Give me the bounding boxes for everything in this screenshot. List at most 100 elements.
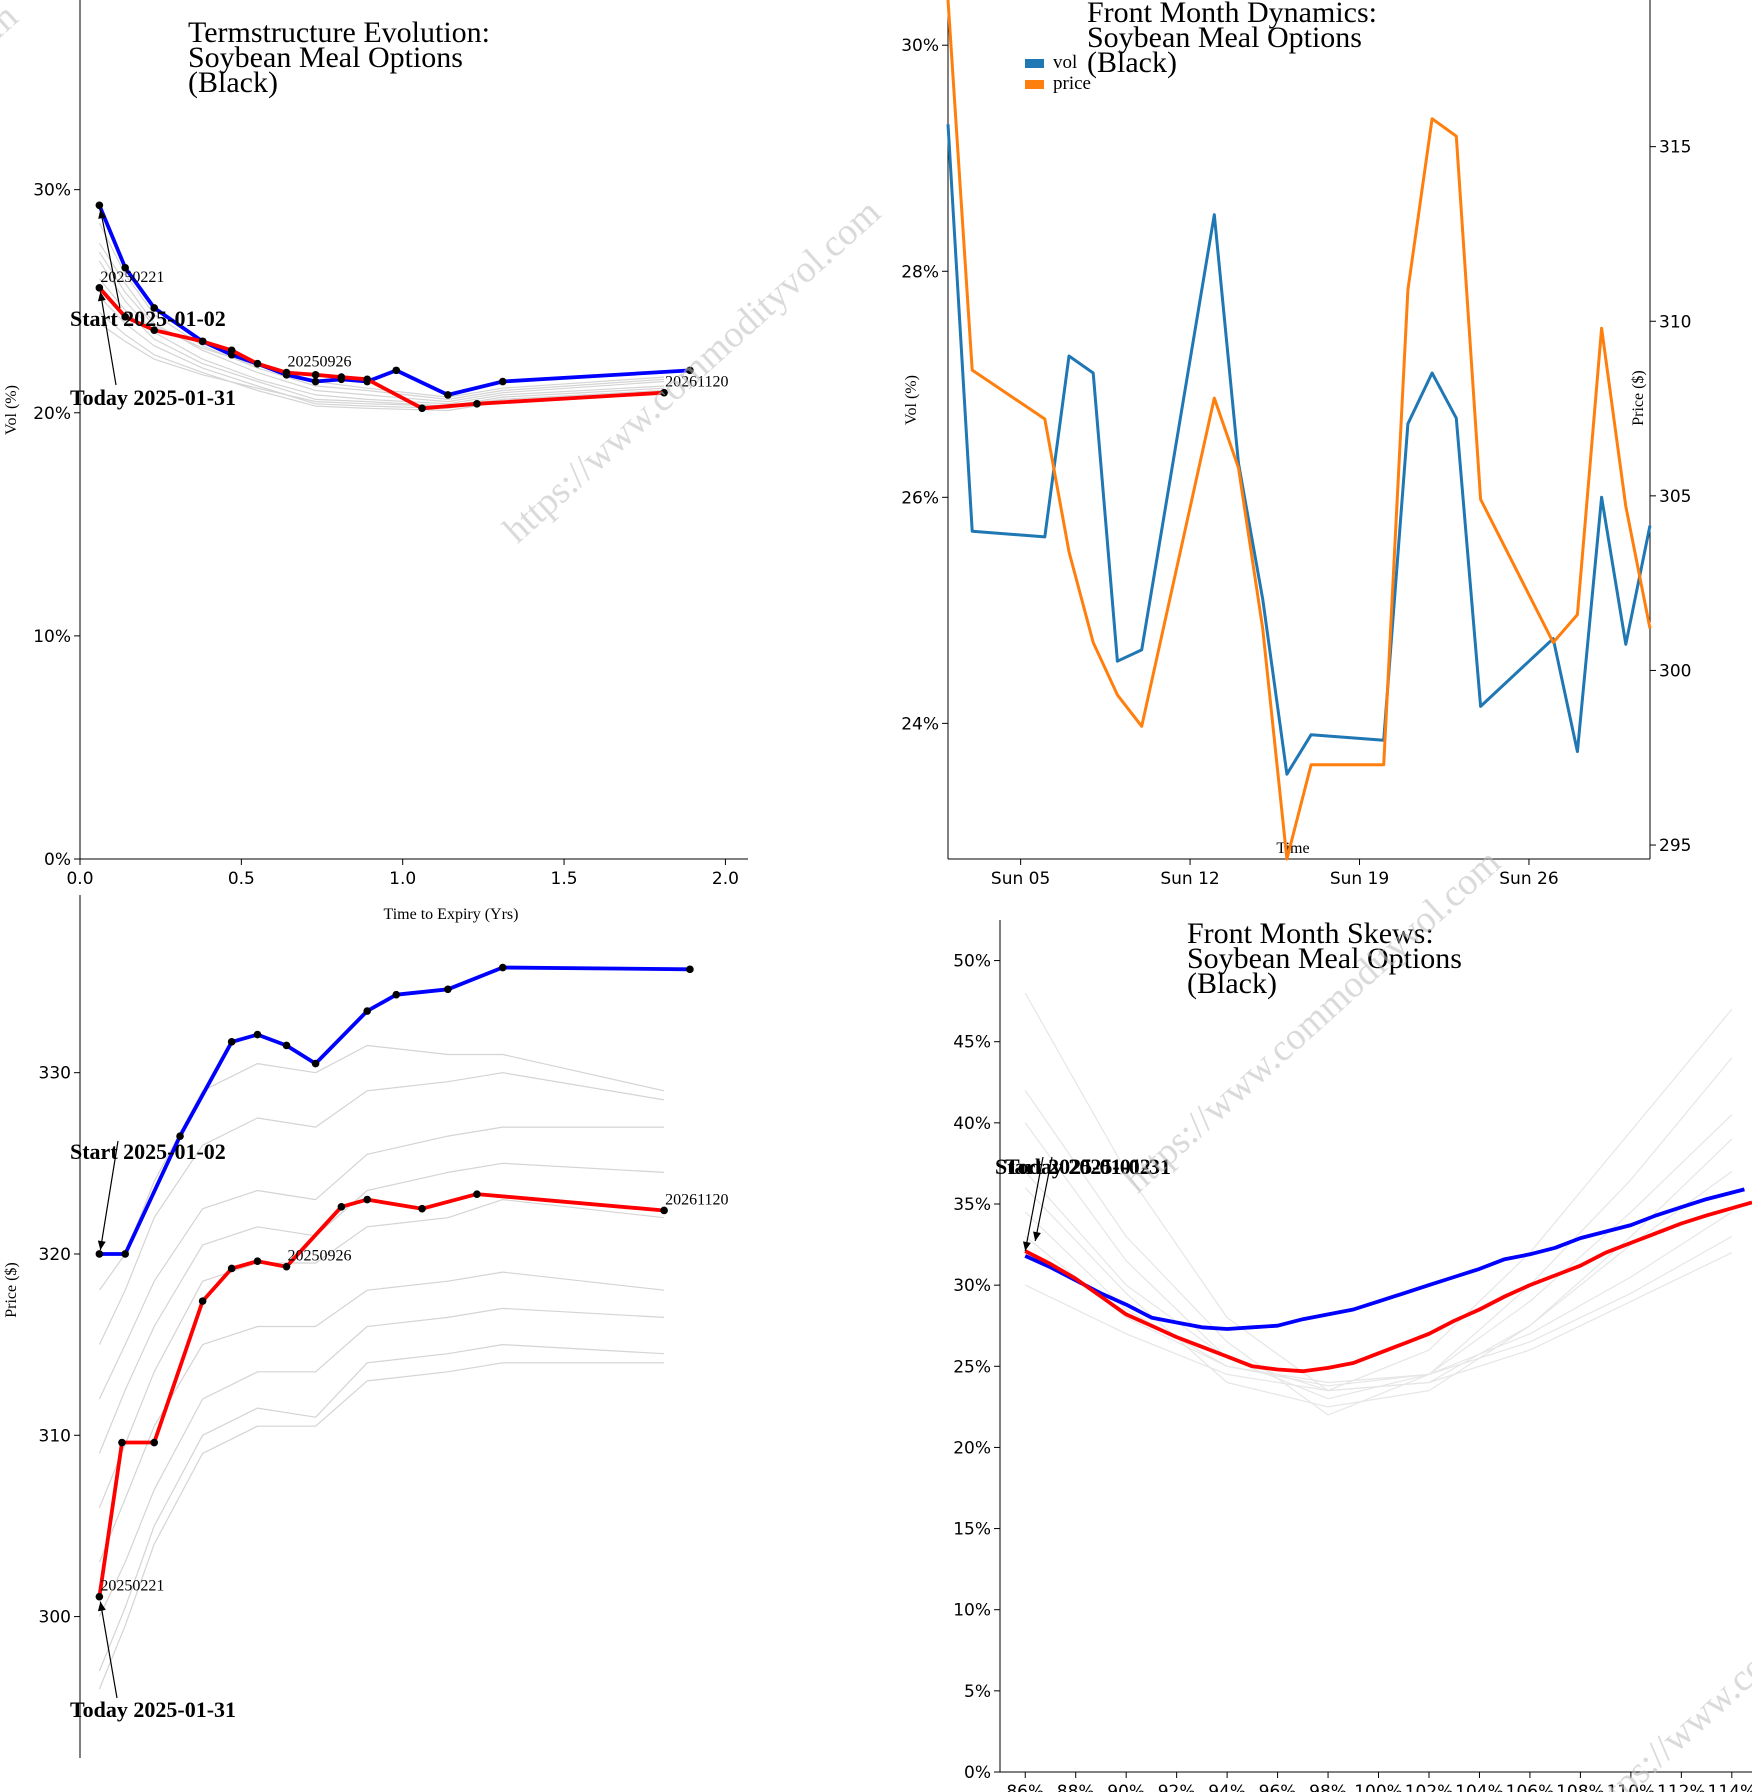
chart-title-line: Termstructure Evolution: (188, 16, 490, 49)
data-point (95, 1592, 104, 1601)
data-point (282, 368, 291, 377)
x-tick-label: 110% (1607, 1782, 1656, 1792)
y-tick-label: 320 (39, 1245, 71, 1265)
chart-termstructure: 0% 10% 20% 30% 0.0 0.5 1.0 1.5 2.0 Time to Expiry… (3, 0, 748, 923)
x-tick-label: 94% (1208, 1782, 1246, 1792)
point-label: 20250926 (288, 354, 352, 371)
history-line (98, 1344, 665, 1672)
legend-label: vol (1053, 52, 1077, 73)
history-line (1024, 992, 1733, 1392)
data-point (198, 337, 207, 346)
y-tick-label: 310 (39, 1426, 71, 1446)
series-line-start (97, 204, 691, 397)
chart-skews: 0% 5% 10% 15% 20% 25% 30% 35% 40% 45% 50% 86% 88% 90%… (953, 917, 1752, 1792)
x-tick-label: 88% (1057, 1782, 1095, 1792)
y-tick-label: 30% (901, 36, 939, 56)
x-tick-label: 104% (1455, 1782, 1504, 1792)
annotation-arrow (1024, 1156, 1044, 1252)
x-tick-label: Sun 05 (991, 869, 1050, 889)
x-tick-label: 92% (1158, 1782, 1196, 1792)
data-point (337, 373, 346, 381)
x-tick-label: 114% (1708, 1782, 1752, 1792)
chart-price_termstructure: 300 310 320 330 Price ($) 20250221 20250926 202… (3, 895, 729, 1758)
watermark-text: https://www.commodityvol.com (0, 0, 26, 356)
history-line (98, 1162, 665, 1454)
legend-label: price (1053, 73, 1091, 94)
data-point (337, 1203, 346, 1211)
data-point (473, 1190, 481, 1198)
history-line (1024, 1235, 1733, 1384)
y2-tick-label: 315 (1659, 138, 1691, 158)
data-point (363, 1195, 372, 1204)
chart-title-line: (Black) (188, 66, 278, 99)
x-tick-label: 86% (1006, 1782, 1044, 1792)
data-point (282, 1041, 291, 1050)
annotation-arrow (99, 1140, 119, 1251)
data-point (95, 284, 104, 292)
annotation-arrow-head (1022, 1241, 1031, 1251)
data-point (282, 1262, 291, 1271)
data-point (418, 1204, 426, 1213)
x-tick-label: 100% (1354, 1782, 1403, 1792)
history-line (98, 260, 665, 405)
data-point (121, 1250, 129, 1258)
data-point (95, 201, 104, 210)
history-line (1024, 1171, 1733, 1392)
point-label: 20250221 (100, 269, 164, 286)
y-tick-label: 300 (39, 1608, 71, 1628)
y2-tick-label: 310 (1659, 312, 1691, 332)
y-tick-label: 0% (964, 1763, 991, 1783)
x-tick-label: 96% (1259, 1782, 1297, 1792)
history-line (1024, 1057, 1733, 1416)
annotation-arrow-head (97, 1601, 106, 1612)
y-tick-label: 28% (901, 262, 939, 282)
annotation-arrow-head (98, 209, 107, 219)
y2-tick-label: 295 (1659, 836, 1691, 856)
x-axis-label: Time to Expiry (Yrs) (384, 906, 519, 923)
annotation-label: Today 2025-01-31 (70, 1697, 236, 1722)
y-tick-label: 35% (953, 1195, 991, 1215)
data-point (227, 346, 236, 355)
point-label: 20261120 (665, 1191, 728, 1208)
data-point (392, 366, 401, 375)
annotation-arrow (1034, 1156, 1053, 1242)
y-tick-label: 50% (953, 952, 991, 972)
data-point (473, 400, 481, 408)
annotation-label: Start 2025-01-02 (995, 1154, 1151, 1179)
data-point (311, 377, 320, 386)
history-line (1024, 1252, 1733, 1392)
x-tick-label: Sun 26 (1499, 869, 1558, 889)
y-tick-label: 15% (953, 1520, 991, 1540)
annotation-arrow (99, 291, 117, 386)
data-point (95, 1250, 104, 1258)
watermark-text: https://www.commodityvol.com (1115, 841, 1508, 1201)
data-point (118, 1438, 126, 1447)
x-tick-label: 106% (1506, 1782, 1555, 1792)
annotation-arrow-head (1033, 1231, 1041, 1242)
annotation-label: Start 2025-01-02 (70, 1139, 226, 1164)
data-point (418, 404, 426, 413)
data-point (227, 1038, 236, 1046)
annotation-arrow (99, 209, 121, 309)
x-tick-label: 1.5 (551, 869, 578, 889)
data-point (253, 359, 262, 368)
x-tick-label: 108% (1556, 1782, 1605, 1792)
y-tick-label: 330 (39, 1064, 71, 1084)
y-tick-label: 45% (953, 1033, 991, 1053)
x-tick-label: Sun 12 (1160, 869, 1219, 889)
data-point (392, 990, 401, 999)
watermark-text: https://www.commodityvol.com (1575, 1471, 1752, 1792)
y-tick-label: 10% (33, 627, 71, 647)
history-line (98, 1072, 665, 1345)
history-line (98, 1044, 665, 1291)
data-point (121, 263, 129, 272)
y-tick-label: 20% (33, 404, 71, 424)
annotation-label: Start 2025-01-02 (70, 306, 226, 331)
data-point (686, 965, 694, 974)
x-tick-label: 2.0 (712, 869, 739, 889)
series-line-today (97, 1192, 665, 1597)
y-tick-label: 0% (44, 850, 71, 870)
y-tick-label: 30% (33, 181, 71, 201)
chart-title-line: Soybean Meal Options (188, 41, 463, 74)
